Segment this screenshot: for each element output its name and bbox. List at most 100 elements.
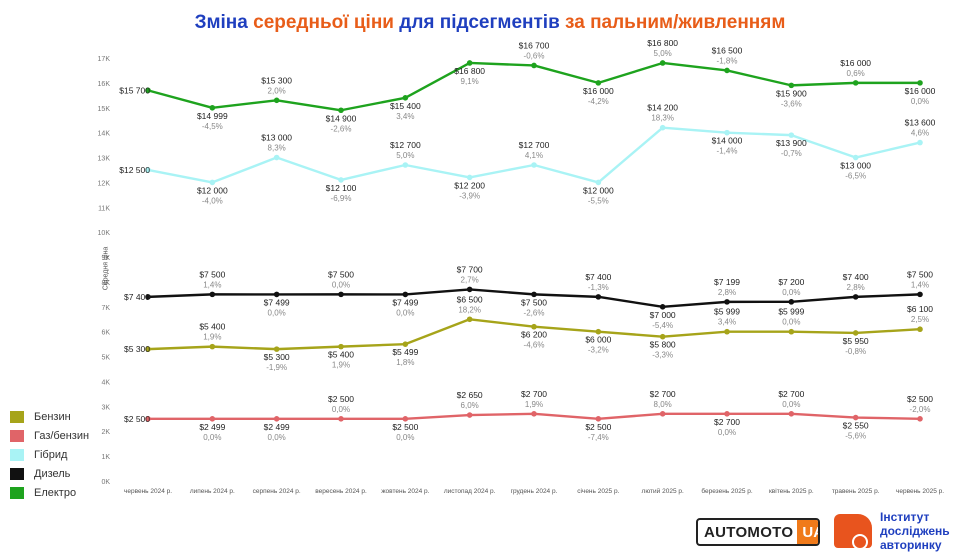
value-label: $2 500 — [907, 394, 933, 404]
value-label: $14 999 — [197, 111, 228, 121]
data-point — [595, 294, 602, 300]
value-label: $2 500 — [585, 422, 611, 432]
data-point — [209, 416, 216, 422]
value-label: $13 900 — [776, 138, 807, 148]
change-label: -7,4% — [588, 433, 609, 442]
institute-line-3: авторинку — [880, 538, 942, 552]
y-tick-label: 6K — [101, 330, 110, 337]
change-label: -4,0% — [202, 196, 223, 205]
data-point — [852, 414, 859, 421]
institute-line-2: досліджень — [880, 524, 950, 538]
change-label: 0,0% — [718, 428, 736, 437]
data-point — [724, 411, 730, 417]
data-point — [595, 80, 602, 86]
change-label: 0,0% — [268, 308, 286, 317]
data-point — [788, 132, 795, 138]
change-label: 0,0% — [396, 433, 414, 442]
change-label: 4,6% — [911, 129, 929, 138]
change-label: 3,4% — [718, 318, 736, 327]
value-label: $2 500 — [328, 394, 354, 404]
x-tick-label: березень 2025 р. — [701, 487, 753, 495]
data-point — [402, 415, 409, 422]
y-tick-label: 3K — [101, 404, 110, 411]
value-label: $5 300 — [124, 344, 150, 354]
value-label: $2 500 — [392, 422, 418, 432]
change-label: 5,0% — [654, 49, 672, 58]
series-line-4 — [147, 61, 920, 112]
y-tick-label: 0K — [101, 479, 110, 486]
value-label: $7 400 — [124, 292, 150, 302]
value-label: $5 400 — [199, 322, 225, 332]
value-label: $2 550 — [843, 421, 869, 431]
change-label: -6,9% — [331, 194, 352, 203]
value-label: $12 000 — [583, 185, 614, 195]
institute-logo: Інститут досліджень авторинку — [832, 508, 972, 552]
change-label: 0,0% — [332, 280, 350, 289]
change-label: 6,0% — [461, 401, 479, 410]
y-tick-label: 12K — [98, 180, 111, 187]
change-label: 1,4% — [203, 280, 221, 289]
legend-label: Бензин — [34, 410, 71, 423]
change-label: 3,4% — [396, 112, 414, 121]
data-point — [145, 294, 151, 300]
data-point — [724, 328, 730, 335]
y-tick-label: 10K — [98, 230, 111, 237]
data-point — [659, 333, 666, 340]
change-label: 1,9% — [332, 361, 350, 370]
legend-swatch — [10, 429, 24, 442]
data-point — [466, 174, 473, 181]
legend-swatch — [10, 467, 24, 480]
y-tick-label: 17K — [98, 56, 111, 63]
x-tick-label: листопад 2024 р. — [444, 488, 496, 495]
value-label: $12 100 — [326, 183, 357, 193]
y-tick-label: 14K — [98, 131, 111, 138]
data-point — [273, 416, 280, 422]
data-point — [209, 343, 216, 350]
value-label: $14 200 — [647, 103, 678, 113]
change-label: 5,0% — [396, 151, 414, 160]
x-tick-label: червень 2024 р. — [124, 488, 172, 495]
data-point — [338, 415, 344, 422]
value-label: $7 500 — [521, 297, 547, 307]
change-label: 0,0% — [911, 97, 929, 106]
data-point — [402, 291, 409, 298]
data-point — [595, 328, 602, 335]
change-label: -1,3% — [588, 283, 609, 292]
data-point — [402, 162, 409, 168]
change-label: 0,0% — [782, 400, 800, 409]
change-label: 0,0% — [396, 308, 414, 317]
data-point — [209, 104, 216, 111]
value-label: $2 500 — [124, 414, 150, 424]
institute-line-1: Інститут — [880, 510, 930, 524]
institute-logo-dot — [852, 534, 868, 550]
change-label: -0,6% — [524, 51, 545, 60]
data-point — [917, 415, 923, 422]
value-label: $16 000 — [905, 86, 936, 96]
change-label: -0,7% — [781, 149, 802, 158]
data-point — [466, 60, 473, 66]
value-label: $7 000 — [650, 310, 676, 320]
y-axis-title: Середня ціна — [102, 246, 110, 291]
value-label: $16 800 — [647, 38, 678, 48]
title-part-1: Зміна — [194, 12, 254, 33]
value-label: $7 500 — [199, 269, 225, 279]
value-label: $12 000 — [197, 185, 228, 195]
data-point — [852, 330, 859, 336]
value-label: $2 700 — [778, 389, 804, 399]
data-point — [659, 124, 666, 131]
chart-title: Зміна середньої ціни для підсегментів за… — [0, 12, 980, 34]
legend: Бензин Газ/бензин Гібрид Дизель Електро — [10, 407, 89, 502]
change-label: 0,0% — [332, 405, 350, 414]
change-label: 18,3% — [651, 114, 674, 123]
legend-label: Електро — [34, 486, 77, 499]
change-label: -1,4% — [717, 147, 738, 156]
data-point — [338, 291, 344, 298]
data-point — [531, 323, 537, 330]
data-point — [466, 316, 473, 323]
data-point — [852, 294, 859, 300]
data-point — [788, 328, 795, 335]
value-label: $13 000 — [840, 161, 871, 171]
data-point — [531, 62, 537, 69]
change-label: 0,0% — [268, 433, 286, 442]
